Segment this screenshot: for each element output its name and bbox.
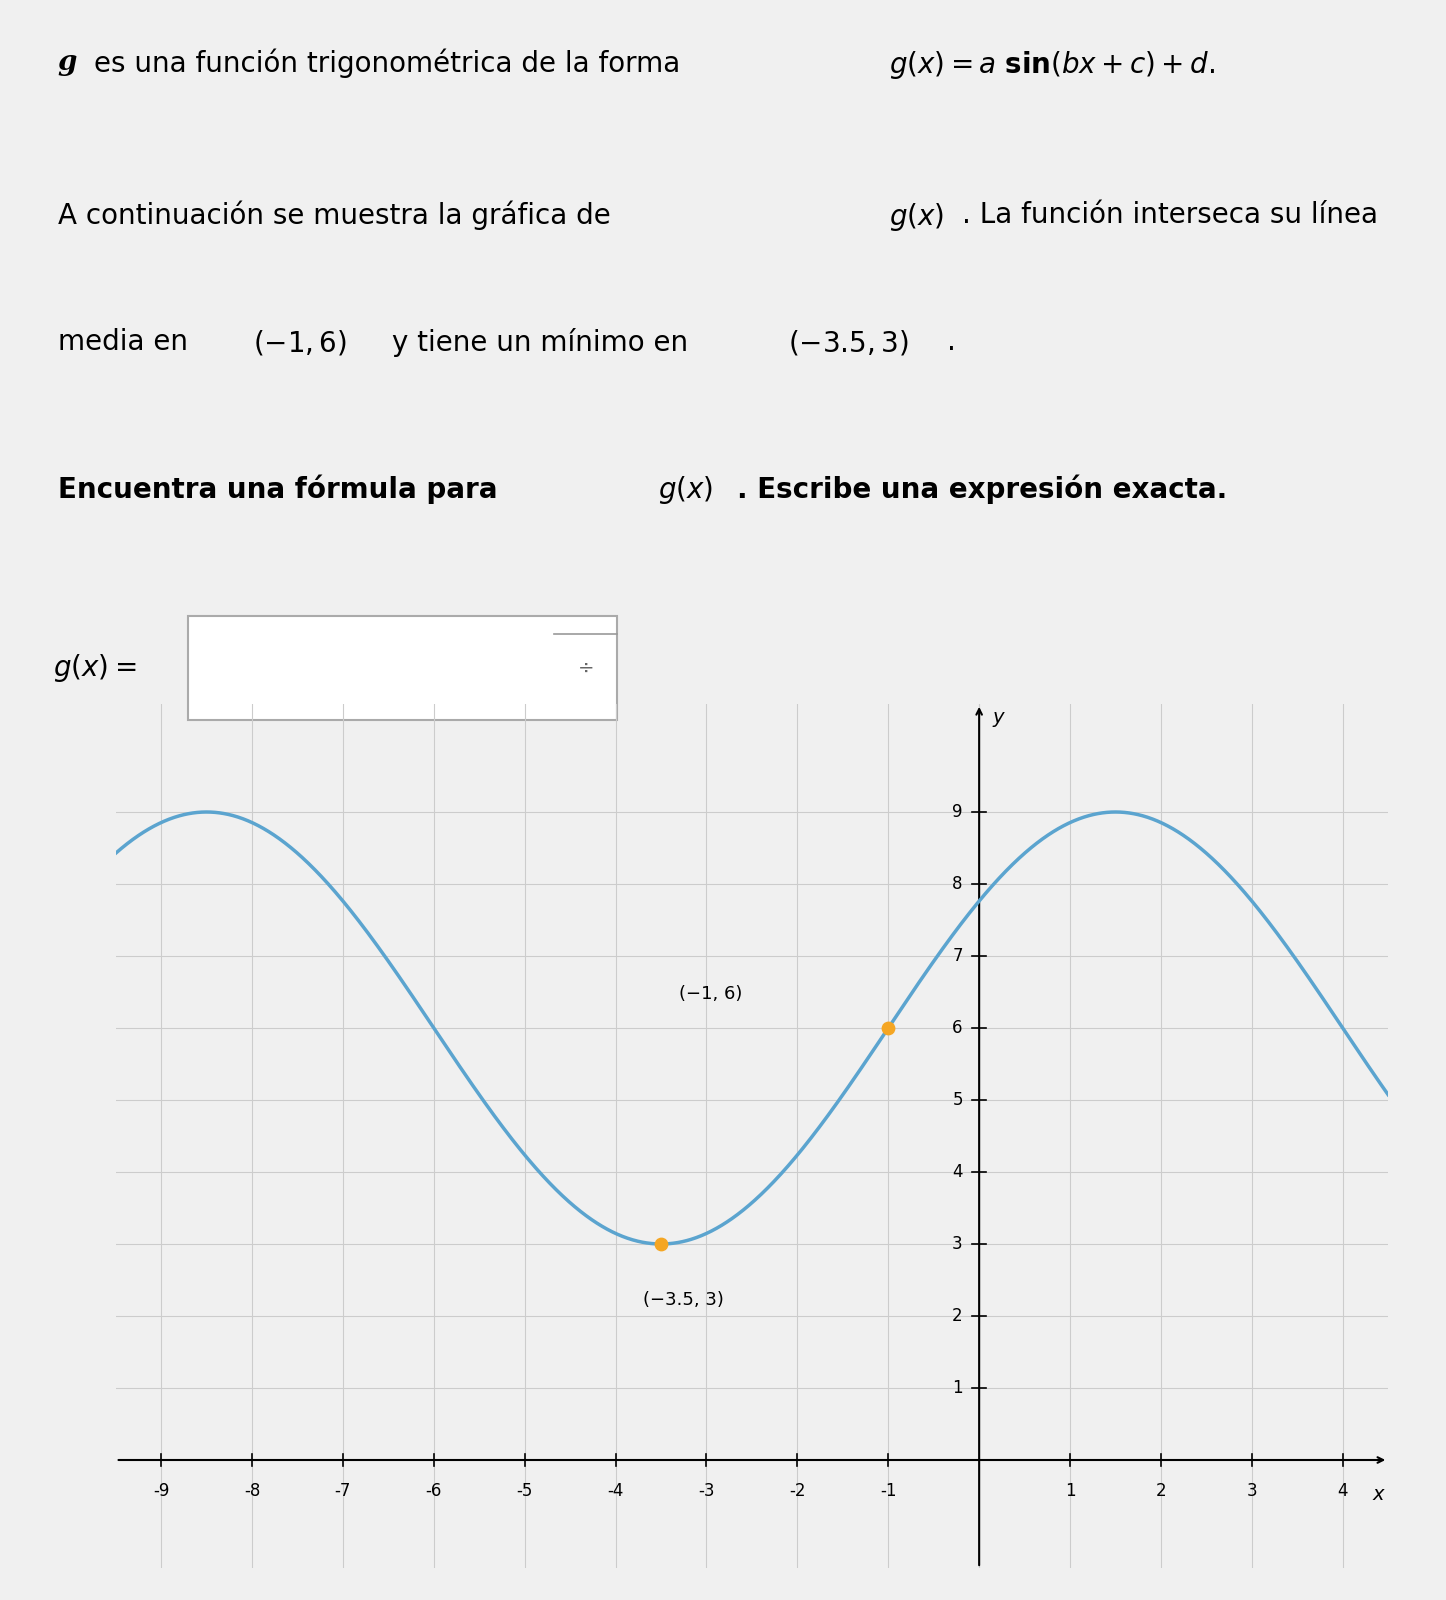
Point bbox=[876, 1016, 899, 1042]
Text: Encuentra una fórmula para: Encuentra una fórmula para bbox=[58, 474, 508, 504]
Text: $(-3.5, 3)$: $(-3.5, 3)$ bbox=[788, 328, 908, 357]
Text: 4: 4 bbox=[953, 1163, 963, 1181]
Text: 2: 2 bbox=[951, 1307, 963, 1325]
Text: (−1, 6): (−1, 6) bbox=[680, 984, 743, 1003]
Text: $\mathit{g}(\mathit{x}) = \mathit{a}\ \mathbf{sin}(\mathit{bx} + \mathit{c}) + \: $\mathit{g}(\mathit{x}) = \mathit{a}\ \m… bbox=[889, 48, 1216, 80]
Text: -3: -3 bbox=[698, 1482, 714, 1499]
Text: g: g bbox=[58, 48, 77, 75]
Text: .: . bbox=[947, 328, 956, 357]
Text: A continuación se muestra la gráfica de: A continuación se muestra la gráfica de bbox=[58, 200, 619, 230]
Text: . Escribe una expresión exacta.: . Escribe una expresión exacta. bbox=[737, 474, 1228, 504]
Text: $\mathit{g}(\mathit{x}) =$: $\mathit{g}(\mathit{x}) =$ bbox=[54, 653, 136, 685]
Text: 2: 2 bbox=[1155, 1482, 1167, 1499]
Text: es una función trigonométrica de la forma: es una función trigonométrica de la form… bbox=[94, 48, 690, 78]
Text: 6: 6 bbox=[953, 1019, 963, 1037]
Text: 3: 3 bbox=[1246, 1482, 1257, 1499]
Text: (−3.5, 3): (−3.5, 3) bbox=[643, 1291, 724, 1309]
FancyBboxPatch shape bbox=[188, 616, 617, 720]
Text: ÷: ÷ bbox=[577, 659, 594, 677]
Text: 9: 9 bbox=[953, 803, 963, 821]
Text: -6: -6 bbox=[425, 1482, 442, 1499]
Text: y tiene un mínimo en: y tiene un mínimo en bbox=[383, 328, 697, 357]
Text: 4: 4 bbox=[1338, 1482, 1348, 1499]
Text: -2: -2 bbox=[790, 1482, 805, 1499]
Text: 1: 1 bbox=[1064, 1482, 1076, 1499]
Text: 3: 3 bbox=[951, 1235, 963, 1253]
Text: -4: -4 bbox=[607, 1482, 623, 1499]
Text: 1: 1 bbox=[951, 1379, 963, 1397]
Point bbox=[649, 1232, 672, 1258]
Text: media en: media en bbox=[58, 328, 197, 357]
Text: 5: 5 bbox=[953, 1091, 963, 1109]
Text: $\mathit{g}(\mathit{x})$: $\mathit{g}(\mathit{x})$ bbox=[658, 474, 713, 506]
Text: 8: 8 bbox=[953, 875, 963, 893]
Text: -8: -8 bbox=[244, 1482, 260, 1499]
Text: y: y bbox=[993, 707, 1005, 726]
Text: -1: -1 bbox=[881, 1482, 897, 1499]
Text: -5: -5 bbox=[516, 1482, 534, 1499]
Text: $(-1, 6)$: $(-1, 6)$ bbox=[253, 328, 347, 357]
Text: -9: -9 bbox=[153, 1482, 169, 1499]
Text: 7: 7 bbox=[953, 947, 963, 965]
Text: x: x bbox=[1372, 1485, 1384, 1504]
Text: -7: -7 bbox=[334, 1482, 351, 1499]
Text: $\mathit{g}(\mathit{x})$: $\mathit{g}(\mathit{x})$ bbox=[889, 200, 944, 232]
Text: . La función interseca su línea: . La función interseca su línea bbox=[962, 200, 1378, 229]
